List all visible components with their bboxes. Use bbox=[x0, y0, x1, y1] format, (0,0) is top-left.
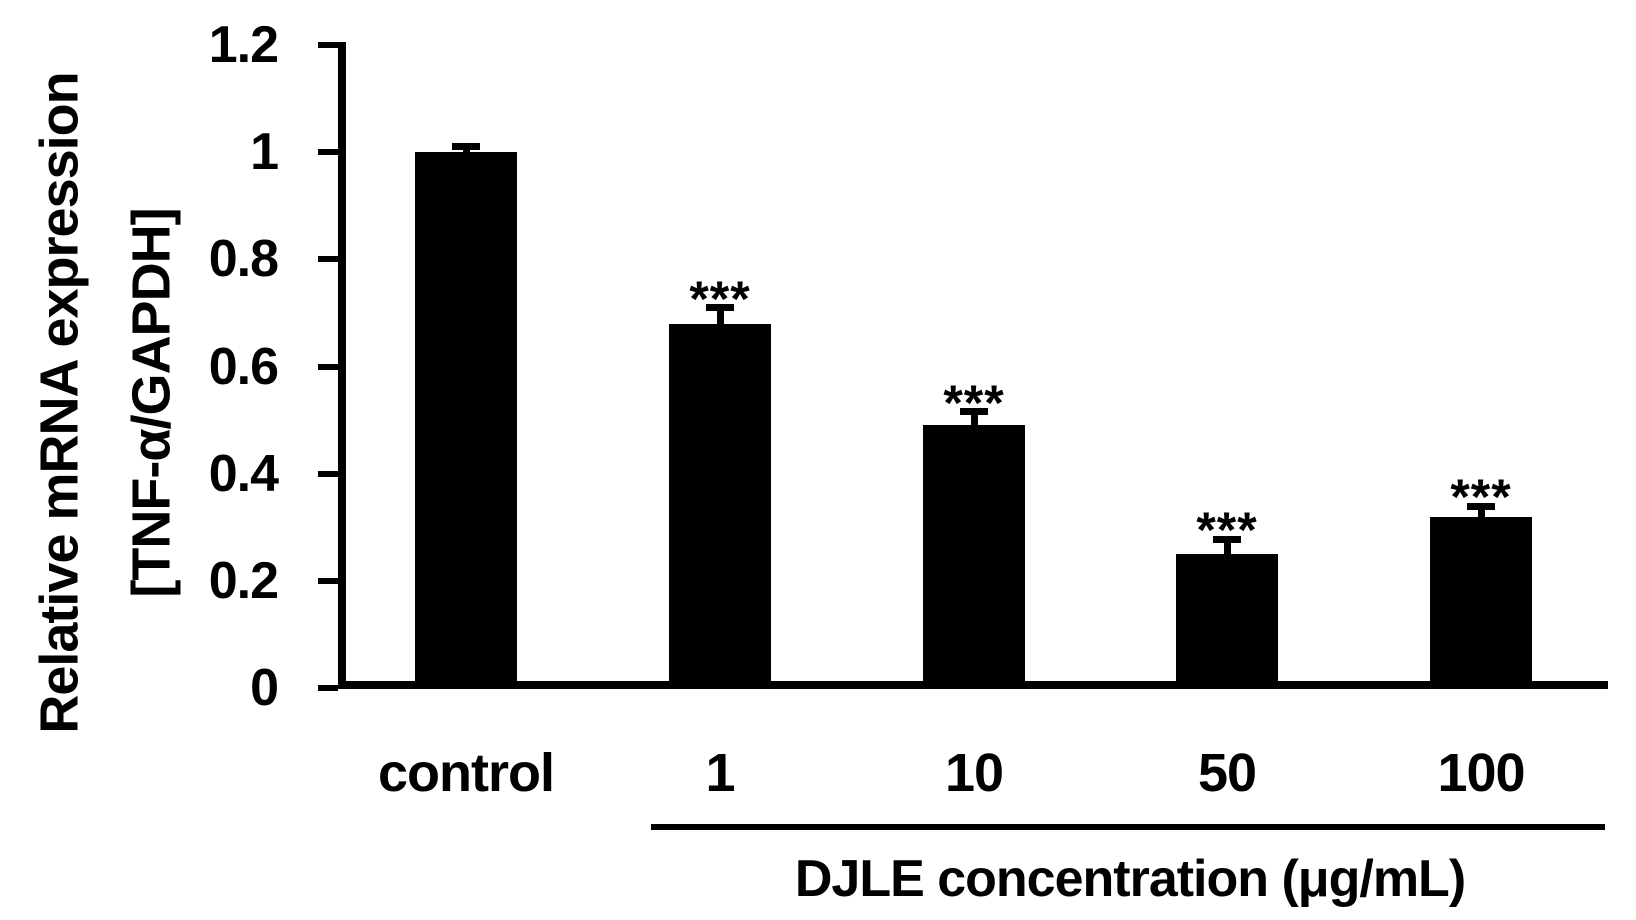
x-category-label-100: 100 bbox=[1437, 743, 1525, 803]
y-tick-mark bbox=[318, 42, 338, 49]
bar-50 bbox=[1176, 554, 1278, 689]
error-bar-stem bbox=[716, 307, 724, 326]
bar-control bbox=[415, 152, 517, 689]
error-bar-cap bbox=[1467, 502, 1495, 510]
error-bar-stem bbox=[970, 411, 978, 428]
significance-stars: *** bbox=[689, 270, 751, 327]
bar-10 bbox=[923, 425, 1025, 689]
y-tick-mark bbox=[318, 363, 338, 370]
x-category-label-1: 1 bbox=[705, 743, 735, 803]
y-tick-mark bbox=[318, 577, 338, 584]
y-tick-label: 0.4 bbox=[208, 444, 279, 503]
error-bar-cap bbox=[706, 304, 734, 312]
y-tick-label: 0.2 bbox=[208, 551, 279, 610]
y-tick-label: 0.8 bbox=[208, 230, 279, 289]
y-tick-label: 0.6 bbox=[208, 337, 279, 396]
y-tick-mark bbox=[318, 470, 338, 477]
x-axis-title: DJLE concentration (μg/mL) bbox=[794, 850, 1466, 908]
error-bar-cap bbox=[1213, 535, 1241, 543]
error-bar-stem bbox=[1223, 539, 1231, 557]
significance-stars: *** bbox=[943, 374, 1005, 431]
y-tick-label: 1 bbox=[250, 123, 279, 182]
y-tick-mark bbox=[318, 149, 338, 156]
error-bar-stem bbox=[462, 146, 470, 155]
y-tick-label: 0 bbox=[250, 659, 279, 717]
x-category-label-10: 10 bbox=[944, 743, 1004, 803]
x-group-underline bbox=[651, 824, 1605, 830]
significance-stars: *** bbox=[1196, 502, 1258, 559]
y-tick-label: 1.2 bbox=[208, 16, 279, 75]
error-bar-stem bbox=[1477, 506, 1485, 519]
error-bar-cap bbox=[452, 143, 480, 151]
y-axis-line bbox=[338, 42, 346, 689]
significance-stars: *** bbox=[1450, 469, 1512, 526]
bar-100 bbox=[1430, 516, 1532, 689]
error-bar-cap bbox=[960, 408, 988, 416]
x-category-label-control: control bbox=[378, 743, 555, 803]
x-category-label-50: 50 bbox=[1197, 743, 1257, 803]
y-tick-mark bbox=[318, 256, 338, 263]
bar-1 bbox=[669, 323, 771, 689]
y-tick-mark bbox=[318, 685, 338, 691]
